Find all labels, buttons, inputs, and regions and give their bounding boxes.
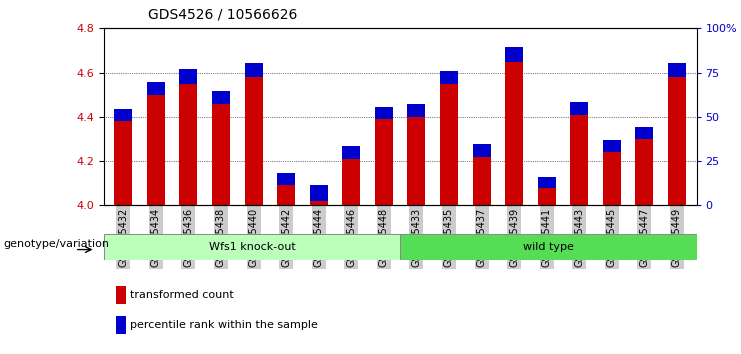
Bar xyxy=(571,115,588,205)
Bar xyxy=(116,316,126,334)
Text: GDS4526 / 10566626: GDS4526 / 10566626 xyxy=(147,7,297,21)
Bar xyxy=(310,201,328,205)
Bar xyxy=(212,104,230,205)
Bar xyxy=(538,188,556,205)
Bar xyxy=(668,77,686,205)
Bar xyxy=(104,234,400,260)
Bar xyxy=(147,82,165,95)
Bar xyxy=(408,117,425,205)
Bar xyxy=(408,104,425,117)
Bar xyxy=(636,139,654,205)
Bar xyxy=(310,185,328,201)
Bar xyxy=(179,69,197,84)
Bar xyxy=(440,71,458,84)
Bar xyxy=(116,286,126,304)
Text: genotype/variation: genotype/variation xyxy=(3,239,109,249)
Bar xyxy=(342,159,360,205)
Bar xyxy=(114,121,132,205)
Bar xyxy=(277,185,295,205)
Bar xyxy=(147,95,165,205)
Text: wild type: wild type xyxy=(523,242,574,252)
Bar xyxy=(245,63,262,77)
Bar xyxy=(375,107,393,119)
Bar xyxy=(636,127,654,139)
Bar xyxy=(571,102,588,115)
Bar xyxy=(375,119,393,205)
Bar xyxy=(668,63,686,77)
Bar xyxy=(538,177,556,188)
Text: percentile rank within the sample: percentile rank within the sample xyxy=(130,320,319,330)
Bar xyxy=(505,47,523,62)
Bar xyxy=(603,140,621,152)
Bar xyxy=(277,173,295,185)
Text: Wfs1 knock-out: Wfs1 knock-out xyxy=(208,242,296,252)
Bar xyxy=(245,77,262,205)
Bar xyxy=(114,109,132,121)
Bar xyxy=(179,84,197,205)
Bar xyxy=(400,234,697,260)
Bar xyxy=(603,152,621,205)
Bar xyxy=(212,91,230,104)
Bar xyxy=(505,62,523,205)
Bar xyxy=(473,144,491,157)
Text: transformed count: transformed count xyxy=(130,290,234,300)
Bar xyxy=(342,147,360,159)
Bar xyxy=(440,84,458,205)
Bar xyxy=(473,157,491,205)
